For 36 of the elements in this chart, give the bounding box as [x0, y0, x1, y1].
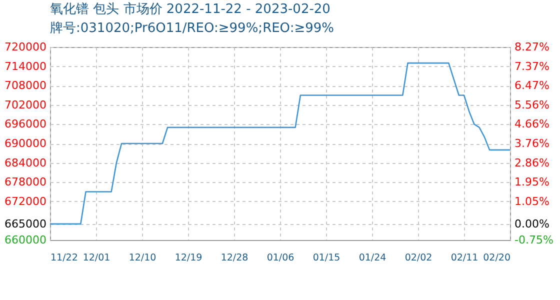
y-tick-label: 684000: [4, 156, 46, 170]
y-tick-label: 708000: [4, 79, 46, 92]
x-tick-label: 12/28: [220, 252, 248, 264]
y2-tick-label: 4.66%: [514, 118, 550, 131]
x-tick-label: 02/20: [483, 252, 510, 264]
chart-title: 氧化镨 包头 市场价 2022-11-22 - 2023-02-20: [50, 2, 330, 17]
y2-tick-label: 5.56%: [514, 98, 550, 112]
line-series: [49, 62, 511, 225]
chart-subtitle: 牌号:031020;Pr6O11/REO:≥99%;REO:≥99%: [50, 21, 334, 36]
y2-tick-label: 1.95%: [514, 176, 550, 189]
y-tick-label: 678000: [4, 176, 46, 189]
y2-tick-label: 1.05%: [514, 194, 550, 208]
y-tick-label: 665000: [4, 217, 46, 230]
x-tick-label: 02/02: [404, 252, 432, 264]
y2-tick-label: 3.76%: [514, 137, 550, 150]
x-tick-label: 01/15: [312, 252, 340, 264]
y-tick-label: 702000: [4, 98, 46, 112]
y2-tick-label: 8.27%: [514, 40, 550, 54]
x-tick-label: 12/10: [128, 252, 156, 264]
y2-tick-label: 2.86%: [514, 156, 550, 170]
y-tick-label: 660000: [4, 234, 46, 246]
y2-tick-label: -0.75%: [514, 234, 554, 246]
x-tick-label: 01/24: [358, 252, 386, 264]
y-tick-label: 672000: [4, 194, 46, 208]
y-tick-label: 720000: [4, 40, 46, 54]
y-tick-label: 690000: [4, 137, 46, 150]
y2-tick-label: 6.47%: [514, 79, 550, 92]
x-tick-label: 12/01: [82, 252, 110, 264]
y2-tick-label: 0.00%: [514, 217, 550, 230]
x-tick-label: 11/22: [50, 252, 78, 264]
y-tick-label: 714000: [4, 60, 46, 73]
x-tick-label: 01/06: [266, 252, 294, 264]
x-tick-label: 12/19: [174, 252, 202, 264]
y2-tick-label: 7.37%: [514, 60, 550, 73]
x-tick-label: 02/11: [450, 252, 478, 264]
y-tick-label: 696000: [4, 118, 46, 131]
